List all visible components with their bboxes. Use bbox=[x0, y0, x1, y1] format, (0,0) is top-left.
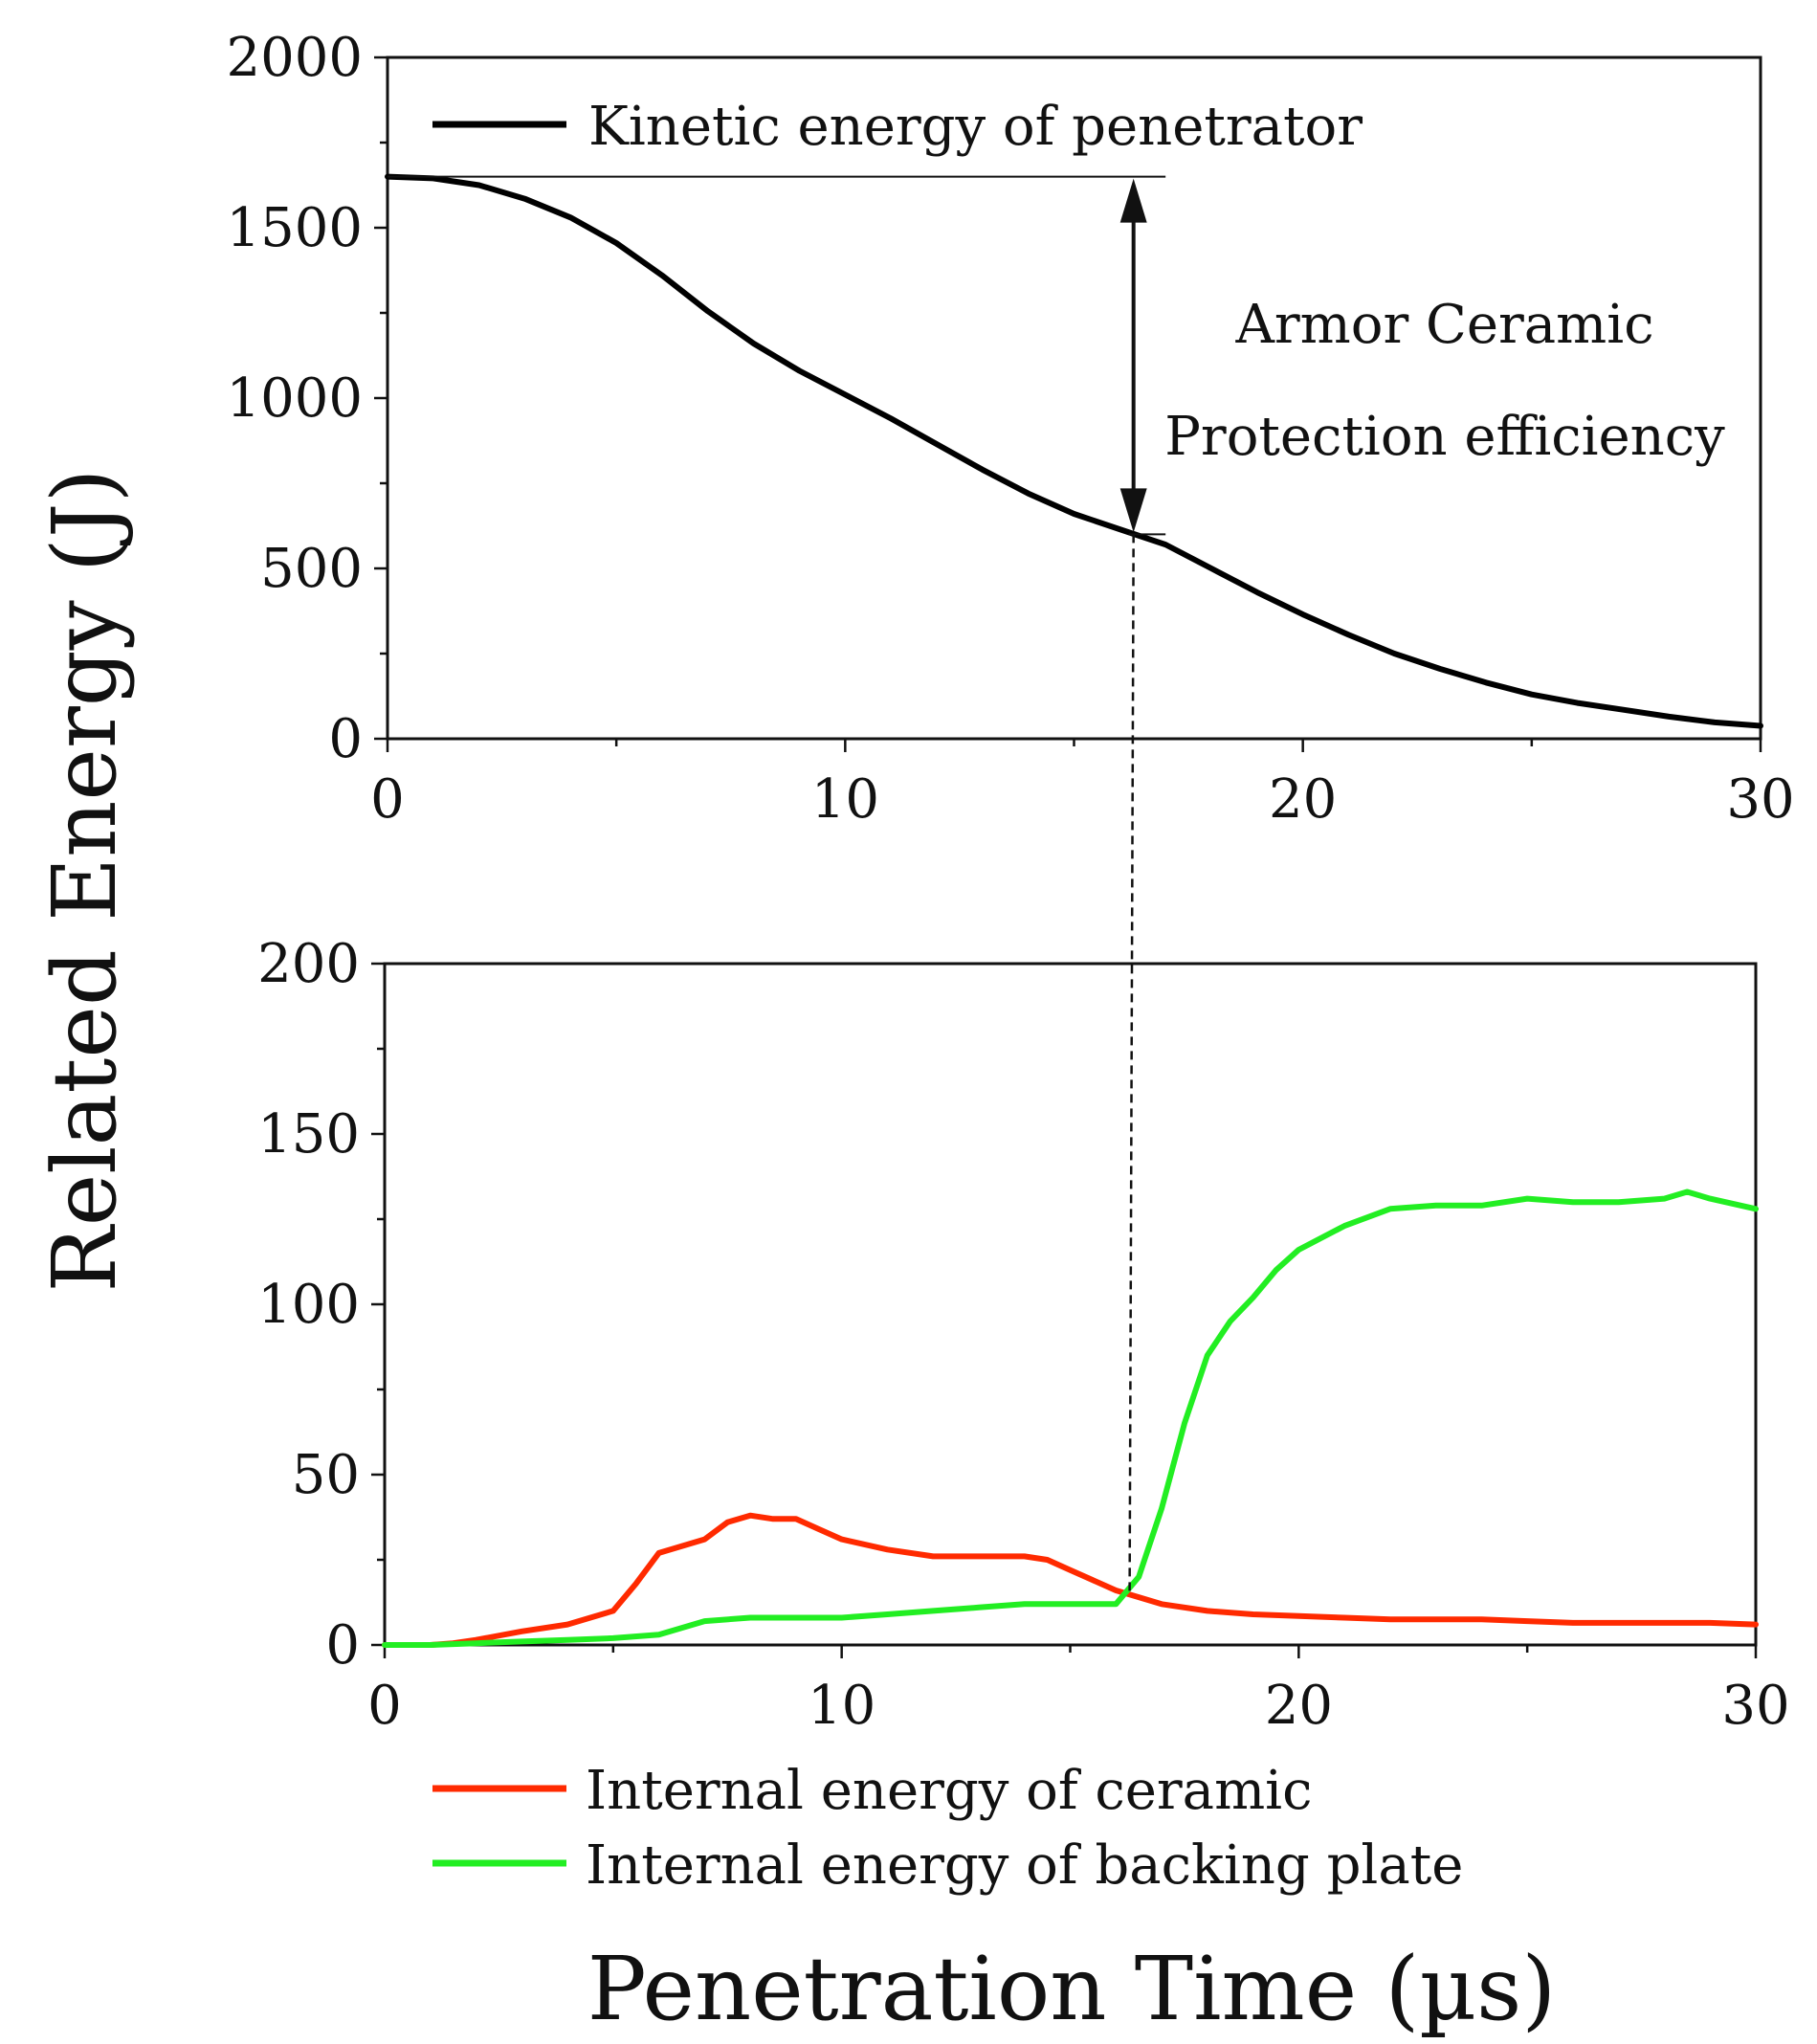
top-x-tick-label: 0 bbox=[370, 768, 405, 831]
bottom-x-tick-label: 10 bbox=[808, 1675, 875, 1737]
bottom-y-tick-label: 200 bbox=[257, 933, 360, 995]
series-line-internal-energy-of-ceramic bbox=[382, 1512, 1759, 1648]
bottom-x-ticks: 0 10 20 30 bbox=[367, 1645, 1790, 1737]
series-line-kinetic-energy-of-penetrator bbox=[385, 173, 1763, 729]
top-y-tick-label: 0 bbox=[328, 708, 363, 770]
annotation-line-2: Protection efficiency bbox=[1164, 406, 1725, 468]
bottom-y-tick-label: 150 bbox=[257, 1103, 360, 1166]
bottom-x-tick-label: 0 bbox=[367, 1675, 402, 1737]
arrow-head-down bbox=[1119, 488, 1147, 533]
x-axis-title: Penetration Time (µs) bbox=[587, 1938, 1557, 2040]
kinetic-energy-panel: 0 10 20 30 0 500 1000 1500 2000 Kinetic energy … bbox=[226, 27, 1794, 831]
top-y-tick-label: 1500 bbox=[226, 197, 363, 259]
bottom-y-ticks: 0 50 100 150 200 bbox=[257, 933, 385, 1677]
top-y-tick-label: 1000 bbox=[226, 367, 363, 430]
top-plot-frame bbox=[386, 56, 1762, 741]
bottom-x-tick-label: 30 bbox=[1721, 1675, 1789, 1737]
annotation-line-1: Armor Ceramic bbox=[1234, 294, 1653, 356]
legend-label-kinetic: Kinetic energy of penetrator bbox=[588, 96, 1363, 158]
bottom-plot-frame bbox=[383, 962, 1758, 1647]
top-x-tick-label: 10 bbox=[811, 768, 879, 831]
legend-label-backing: Internal energy of backing plate bbox=[586, 1834, 1463, 1897]
legend-label-ceramic: Internal energy of ceramic bbox=[586, 1760, 1312, 1822]
bottom-series-layer bbox=[382, 1189, 1759, 1648]
protection-efficiency-annotation bbox=[388, 175, 1166, 536]
top-x-tick-label: 20 bbox=[1269, 768, 1337, 831]
top-y-ticks: 0 500 1000 1500 2000 bbox=[226, 27, 388, 770]
bottom-y-tick-label: 50 bbox=[292, 1444, 360, 1506]
bottom-y-tick-label: 100 bbox=[257, 1274, 360, 1336]
top-y-tick-label: 500 bbox=[260, 538, 363, 600]
top-x-tick-label: 30 bbox=[1726, 768, 1794, 831]
internal-energy-panel: 0 10 20 30 0 50 100 150 200 Internal energy of … bbox=[257, 933, 1790, 1897]
top-x-ticks: 0 10 20 30 bbox=[370, 739, 1795, 831]
top-series-layer bbox=[385, 173, 1763, 729]
y-axis-title: Related Energy (J) bbox=[33, 468, 136, 1292]
top-y-tick-label: 2000 bbox=[226, 27, 363, 89]
series-line-internal-energy-of-backing-plate bbox=[382, 1189, 1759, 1648]
bottom-x-tick-label: 20 bbox=[1265, 1675, 1333, 1737]
dashed-connector-line bbox=[1128, 534, 1135, 1594]
arrow-head-up bbox=[1119, 178, 1147, 223]
bottom-y-tick-label: 0 bbox=[325, 1614, 360, 1677]
